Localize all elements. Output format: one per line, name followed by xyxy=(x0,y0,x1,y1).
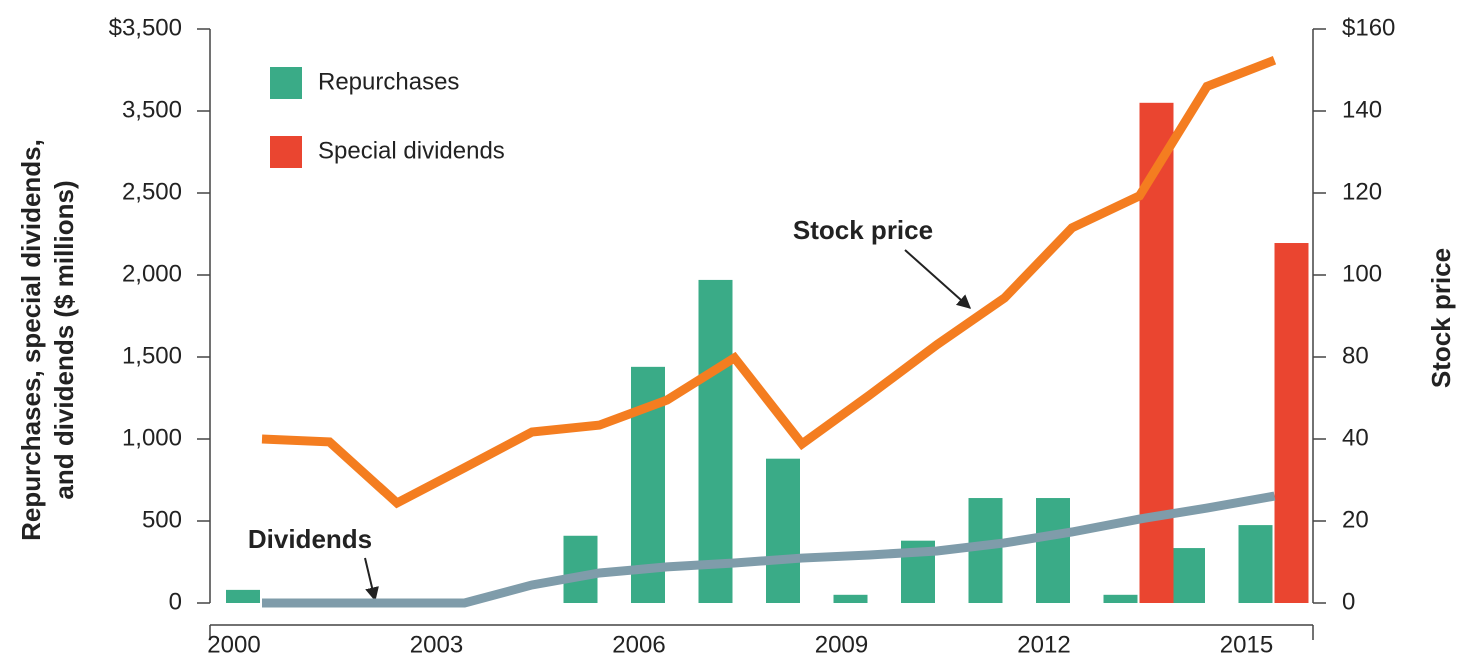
y2-tick-label: 20 xyxy=(1342,506,1369,533)
bar xyxy=(1171,548,1205,603)
annotation: Stock price xyxy=(793,215,933,245)
y2-tick-label: 140 xyxy=(1342,96,1382,123)
annotation-arrow xyxy=(364,557,379,602)
y2-axis-title: Stock price xyxy=(1426,248,1456,388)
y2-tick-label: $160 xyxy=(1342,14,1395,41)
y2-tick-label: 40 xyxy=(1342,424,1369,451)
bar xyxy=(226,589,260,603)
annotation: Dividends xyxy=(248,524,372,554)
y2-tick-label: 100 xyxy=(1342,260,1382,287)
y2-tick-label: 120 xyxy=(1342,178,1382,205)
y-tick-label: 1,500 xyxy=(122,342,182,369)
legend-swatch xyxy=(270,67,302,99)
bar xyxy=(1238,525,1273,603)
bar xyxy=(1103,594,1138,603)
legend-swatch xyxy=(270,136,302,168)
y-tick-label: 2,500 xyxy=(122,178,182,205)
bar xyxy=(563,535,598,603)
line xyxy=(262,491,1276,608)
y2-tick-label: 80 xyxy=(1342,342,1369,369)
x-tick-label: 2000 xyxy=(207,631,260,658)
x-tick-label: 2006 xyxy=(612,631,665,658)
y-axis-title: Repurchases, special dividends, xyxy=(16,139,46,541)
y-tick-label: 3,500 xyxy=(122,96,182,123)
bar xyxy=(1139,102,1174,604)
x-tick-label: 2009 xyxy=(815,631,868,658)
line xyxy=(261,55,1277,509)
bar xyxy=(766,458,800,603)
bar xyxy=(1036,498,1070,603)
y-tick-label: 2,000 xyxy=(122,260,182,287)
y-tick-label: 0 xyxy=(169,588,182,615)
y-tick-label: 500 xyxy=(142,506,182,533)
bar xyxy=(698,279,733,603)
y2-tick-label: 0 xyxy=(1342,588,1355,615)
legend-label: Special dividends xyxy=(318,137,505,164)
y-tick-label: $3,500 xyxy=(109,14,182,41)
y-tick-label: 1,000 xyxy=(122,424,182,451)
bar xyxy=(1274,243,1309,603)
legend-label: Repurchases xyxy=(318,68,459,95)
bar xyxy=(833,594,868,603)
annotation-arrow xyxy=(904,249,972,309)
y-axis-title: and dividends ($ millions) xyxy=(49,180,79,499)
x-tick-label: 2015 xyxy=(1220,631,1273,658)
x-tick-label: 2003 xyxy=(410,631,463,658)
x-tick-label: 2012 xyxy=(1017,631,1070,658)
